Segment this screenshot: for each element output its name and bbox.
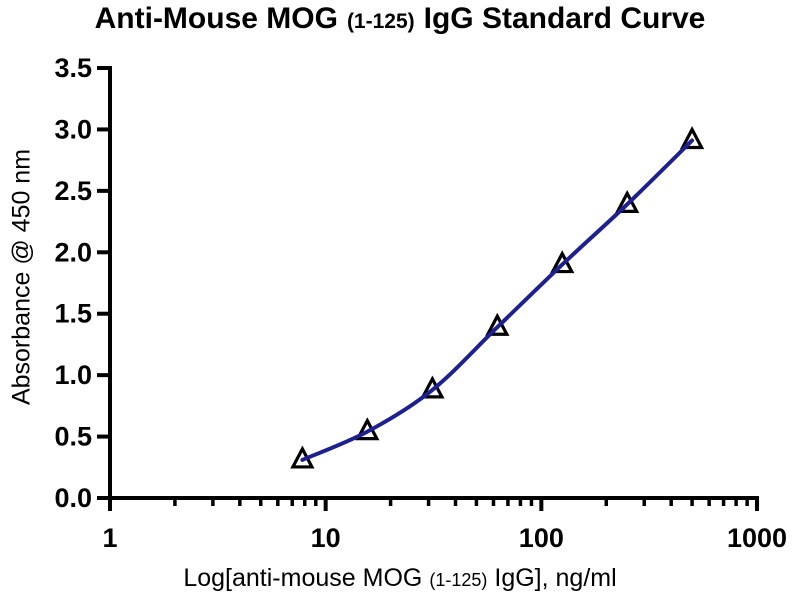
- x-tick-label: 1: [102, 523, 117, 553]
- y-tick-label: 0.0: [54, 483, 92, 513]
- y-tick-label: 1.5: [54, 299, 92, 329]
- chart-title-suffix: IgG Standard Curve: [423, 2, 706, 35]
- x-axis-label-suffix: IgG], ng/ml: [494, 564, 617, 592]
- x-tick-label: 100: [519, 523, 564, 553]
- x-tick-label: 1000: [727, 523, 787, 553]
- y-axis-label: Absorbance @ 450 nm: [7, 148, 36, 406]
- chart-title-fragment: (1-125): [346, 10, 415, 33]
- chart-title-main: Anti-Mouse MOG: [94, 2, 338, 35]
- x-axis-label-fragment: (1-125): [429, 570, 488, 590]
- y-tick-label: 2.0: [54, 237, 92, 267]
- x-axis-label: Log[anti-mouse MOG (1-125) IgG], ng/ml: [0, 564, 800, 593]
- x-tick-label: 10: [311, 523, 341, 553]
- chart-title: Anti-Mouse MOG (1-125) IgG Standard Curv…: [0, 2, 800, 36]
- y-tick-label: 0.5: [54, 422, 92, 452]
- y-tick-label: 2.5: [54, 176, 92, 206]
- x-axis-label-main: Log[anti-mouse MOG: [183, 564, 423, 592]
- y-tick-label: 1.0: [54, 360, 92, 390]
- y-tick-label: 3.5: [54, 53, 92, 83]
- y-tick-label: 3.0: [54, 114, 92, 144]
- curve-line: [300, 138, 695, 462]
